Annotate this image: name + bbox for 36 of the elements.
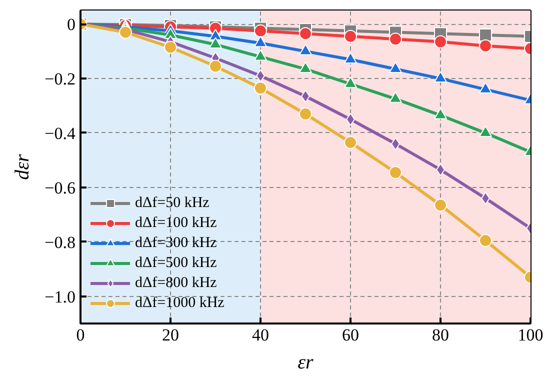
point — [434, 35, 447, 48]
legend-label: dΔf=1000 kHz — [135, 294, 224, 312]
point — [254, 82, 267, 95]
point — [434, 71, 447, 83]
point — [479, 234, 492, 247]
point — [119, 26, 132, 39]
legend-label: dΔf=800 kHz — [135, 274, 217, 292]
point — [434, 198, 447, 212]
legend-label: dΔf=500 kHz — [135, 254, 217, 272]
point — [344, 30, 357, 43]
point — [344, 136, 357, 149]
point — [389, 166, 402, 179]
point — [164, 40, 177, 54]
x-tick-label: 60 — [342, 326, 359, 344]
x-tick-label: 80 — [432, 326, 449, 344]
y-tick-label: 0 — [67, 15, 76, 34]
x-axis-title: εr — [298, 352, 314, 374]
legend-label: dΔf=100 kHz — [135, 214, 217, 232]
legend-label: dΔf=50 kHz — [135, 194, 210, 212]
y-tick-label: −1.0 — [44, 287, 76, 306]
y-tick-label: −0.8 — [44, 232, 76, 252]
point — [479, 28, 492, 42]
y-axis-title: dεr — [12, 154, 34, 180]
point — [299, 107, 312, 120]
point — [479, 39, 492, 52]
x-tick-label: 100 — [518, 326, 544, 344]
point — [254, 24, 267, 38]
y-tick-label: −0.2 — [44, 70, 76, 89]
point — [389, 32, 402, 46]
point — [299, 27, 312, 40]
legend-label: dΔf=300 kHz — [135, 234, 217, 252]
y-tick-label: −0.4 — [44, 124, 76, 143]
x-tick-label: 20 — [162, 326, 179, 344]
x-tick-label: 40 — [252, 326, 269, 344]
point — [209, 60, 222, 73]
y-tick-label: −0.6 — [44, 178, 76, 198]
